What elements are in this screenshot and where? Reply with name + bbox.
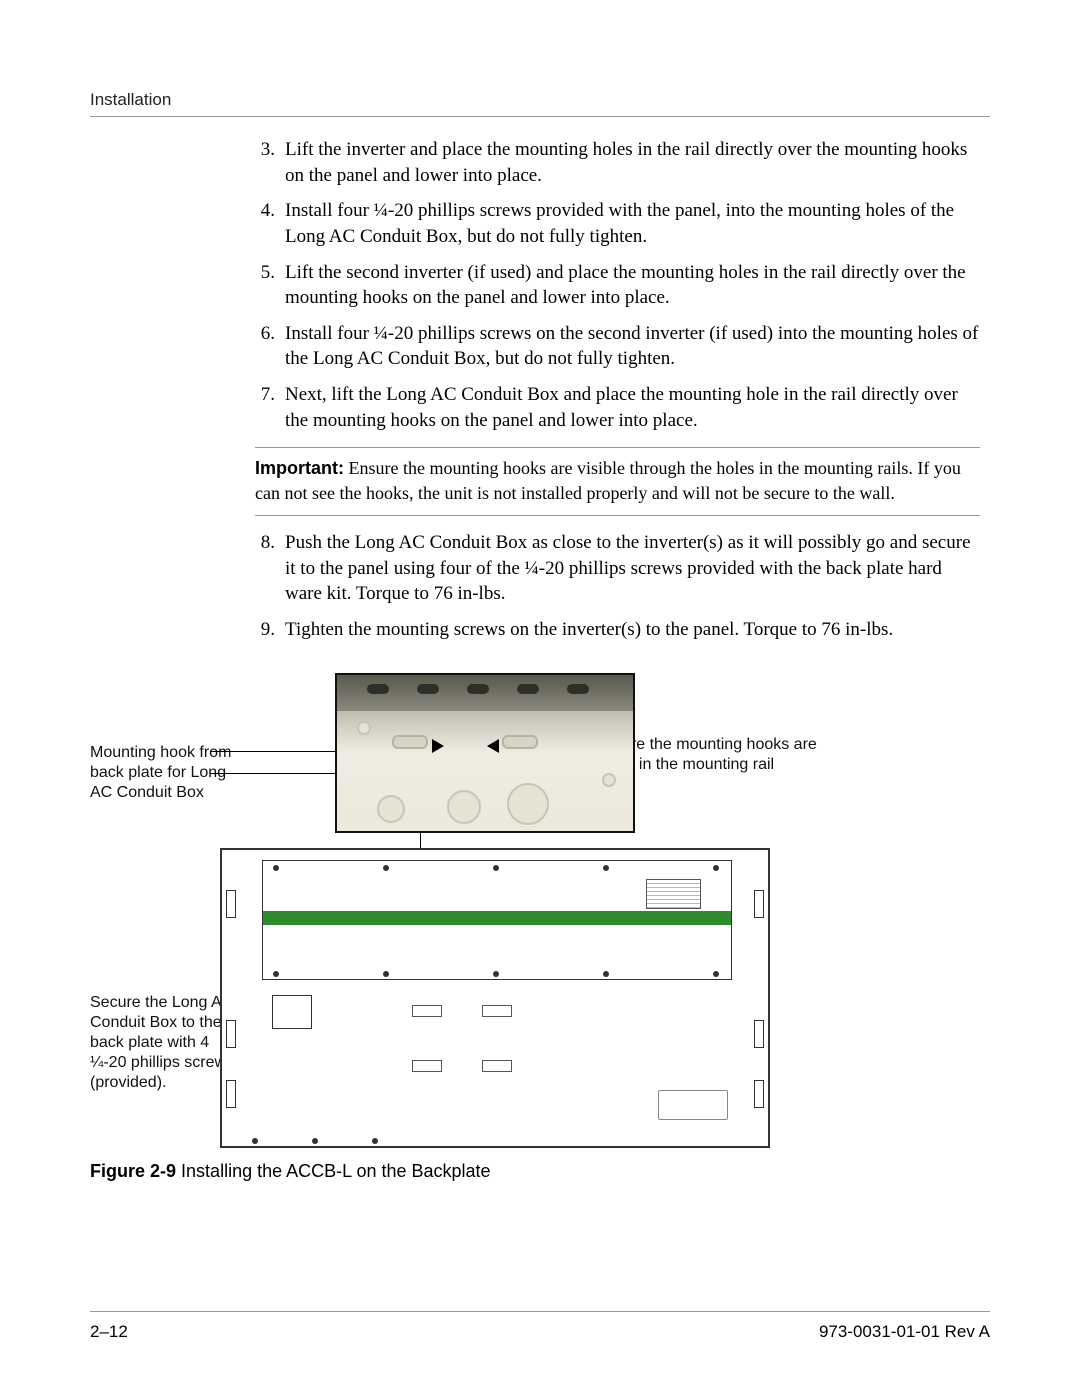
step-number: 8. [255, 530, 285, 607]
figure-number: Figure 2-9 [90, 1161, 176, 1181]
figure-caption: Figure 2-9 Installing the ACCB-L on the … [90, 1161, 990, 1182]
step-number: 7. [255, 382, 285, 433]
page-header: Installation [90, 90, 990, 117]
step-text: Lift the inverter and place the mounting… [285, 137, 980, 188]
step-text: Next, lift the Long AC Conduit Box and p… [285, 382, 980, 433]
step-text: Install four ¼-20 phillips screws provid… [285, 198, 980, 249]
step-text: Lift the second inverter (if used) and p… [285, 260, 980, 311]
photo-mounting-rail [335, 673, 635, 833]
diagram-accb-l [220, 848, 770, 1148]
figure-title: Installing the ACCB-L on the Backplate [181, 1161, 491, 1181]
document-id: 973-0031-01-01 Rev A [819, 1322, 990, 1342]
step-list-a: 3. Lift the inverter and place the mount… [255, 137, 980, 433]
step-number: 3. [255, 137, 285, 188]
leader-line [210, 773, 335, 774]
inverter-display [646, 879, 701, 909]
step-number: 4. [255, 198, 285, 249]
step-number: 6. [255, 321, 285, 372]
inverter-outline [262, 860, 732, 980]
step-number: 5. [255, 260, 285, 311]
important-callout: Important: Ensure the mounting hooks are… [255, 447, 980, 516]
page-footer: 2–12 973-0031-01-01 Rev A [90, 1311, 990, 1342]
figure-2-9: Mounting hook from back plate for Long A… [90, 673, 990, 1153]
important-label: Important: [255, 458, 344, 478]
step-text: Push the Long AC Conduit Box as close to… [285, 530, 980, 607]
manual-page: Installation 3. Lift the inverter and pl… [0, 0, 1080, 1397]
green-stripe [263, 911, 731, 925]
important-text: Ensure the mounting hooks are visible th… [255, 458, 961, 502]
step-text: Tighten the mounting screws on the inver… [285, 617, 980, 643]
breaker-icon [272, 995, 312, 1029]
body-column: 3. Lift the inverter and place the mount… [255, 137, 980, 643]
step-list-b: 8. Push the Long AC Conduit Box as close… [255, 530, 980, 643]
step-number: 9. [255, 617, 285, 643]
step-text: Install four ¼-20 phillips screws on the… [285, 321, 980, 372]
page-number: 2–12 [90, 1322, 128, 1342]
